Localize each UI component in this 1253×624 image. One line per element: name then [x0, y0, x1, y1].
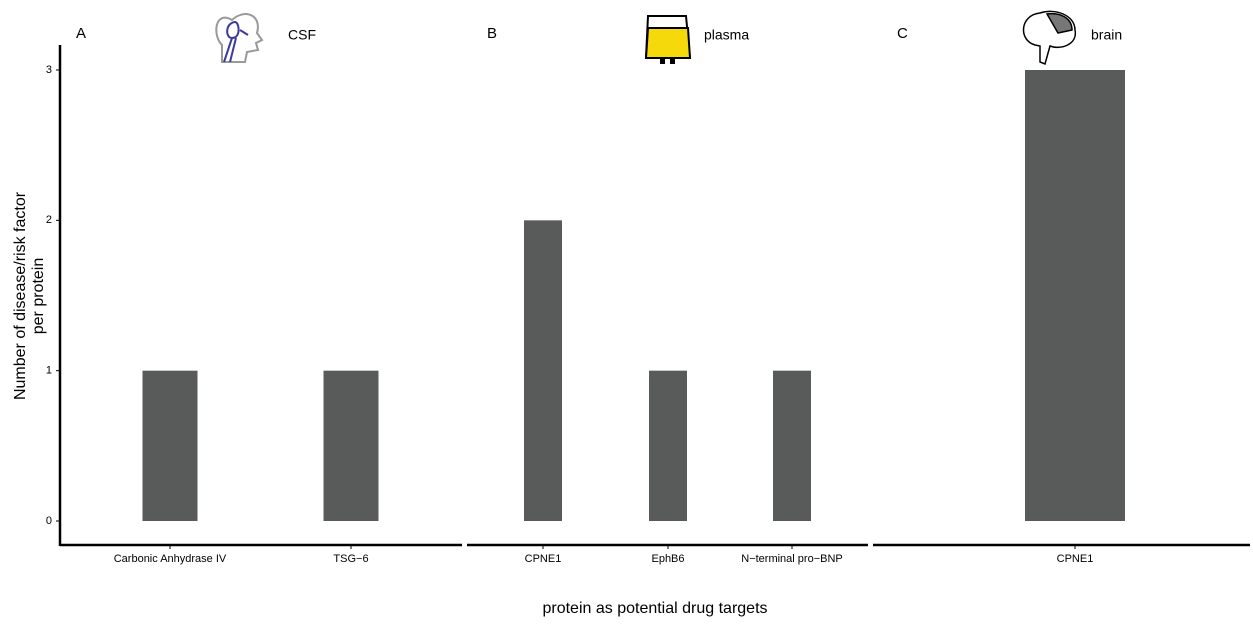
panel-label: C	[897, 25, 908, 42]
brain-icon	[1024, 11, 1076, 64]
bar	[143, 371, 198, 521]
x-tick-label: N−terminal pro−BNP	[741, 553, 843, 565]
x-tick-label: CPNE1	[525, 553, 562, 565]
chart: A CSF 0 1 2 3 Carbonic Anhydrase IV TSG−6 Bplasm…	[0, 0, 1253, 624]
x-tick-label: Carbonic Anhydrase IV	[114, 553, 227, 565]
bar	[773, 371, 811, 521]
head-icon	[216, 14, 262, 62]
panel-label: B	[487, 25, 497, 42]
panel-title: plasma	[704, 27, 749, 43]
plasma-bag-icon	[646, 16, 690, 64]
bar	[524, 220, 562, 521]
bag-port	[670, 58, 675, 64]
bar	[1025, 70, 1125, 521]
bag-port	[660, 58, 665, 64]
y-tick-label: 1	[46, 365, 52, 377]
x-axis-title: protein as potential drug targets	[542, 600, 767, 617]
y-axis-title: per protein	[30, 258, 47, 335]
bar	[649, 371, 687, 521]
panel-label: A	[76, 25, 86, 42]
panel-title: brain	[1091, 27, 1122, 43]
x-tick-label: TSG−6	[333, 553, 368, 565]
panel-title: CSF	[288, 27, 316, 43]
y-axis-title: Number of disease/risk factor	[12, 191, 29, 400]
bar	[324, 371, 379, 521]
x-tick-label: CPNE1	[1057, 553, 1094, 565]
y-tick-label: 2	[46, 214, 52, 226]
y-tick-label: 0	[46, 515, 52, 527]
y-tick-label: 3	[46, 64, 52, 76]
x-tick-label: EphB6	[651, 553, 684, 565]
